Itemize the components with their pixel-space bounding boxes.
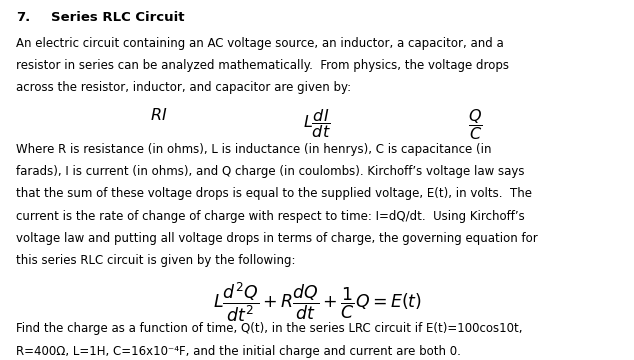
Text: current is the rate of change of charge with respect to time: I=dQ/dt.  Using Ki: current is the rate of change of charge … <box>16 210 524 222</box>
Text: resistor in series can be analyzed mathematically.  From physics, the voltage dr: resistor in series can be analyzed mathe… <box>16 59 509 72</box>
Text: Find the charge as a function of time, Q(t), in the series LRC circuit if E(t)=1: Find the charge as a function of time, Q… <box>16 322 522 335</box>
Text: $\dfrac{Q}{C}$: $\dfrac{Q}{C}$ <box>468 107 483 141</box>
Text: farads), I is current (in ohms), and Q charge (in coulombs). Kirchoff’s voltage : farads), I is current (in ohms), and Q c… <box>16 165 524 178</box>
Text: voltage law and putting all voltage drops in terms of charge, the governing equa: voltage law and putting all voltage drop… <box>16 232 538 245</box>
Text: $L\dfrac{dI}{dt}$: $L\dfrac{dI}{dt}$ <box>303 107 331 140</box>
Text: Where R is resistance (in ohms), L is inductance (in henrys), C is capacitance (: Where R is resistance (in ohms), L is in… <box>16 143 491 156</box>
Text: 7.: 7. <box>16 11 30 24</box>
Text: that the sum of these voltage drops is equal to the supplied voltage, E(t), in v: that the sum of these voltage drops is e… <box>16 187 532 200</box>
Text: An electric circuit containing an AC voltage source, an inductor, a capacitor, a: An electric circuit containing an AC vol… <box>16 37 503 50</box>
Text: $RI$: $RI$ <box>150 107 167 122</box>
Text: across the resistor, inductor, and capacitor are given by:: across the resistor, inductor, and capac… <box>16 81 351 94</box>
Text: $L\dfrac{d^{2}Q}{dt^{2}}+R\dfrac{dQ}{dt}+\dfrac{1}{C}Q=E(t)$: $L\dfrac{d^{2}Q}{dt^{2}}+R\dfrac{dQ}{dt}… <box>212 281 422 324</box>
Text: R=400Ω, L=1H, C=16x10⁻⁴F, and the initial charge and current are both 0.: R=400Ω, L=1H, C=16x10⁻⁴F, and the initia… <box>16 345 461 357</box>
Text: Series RLC Circuit: Series RLC Circuit <box>51 11 184 24</box>
Text: this series RLC circuit is given by the following:: this series RLC circuit is given by the … <box>16 254 295 267</box>
